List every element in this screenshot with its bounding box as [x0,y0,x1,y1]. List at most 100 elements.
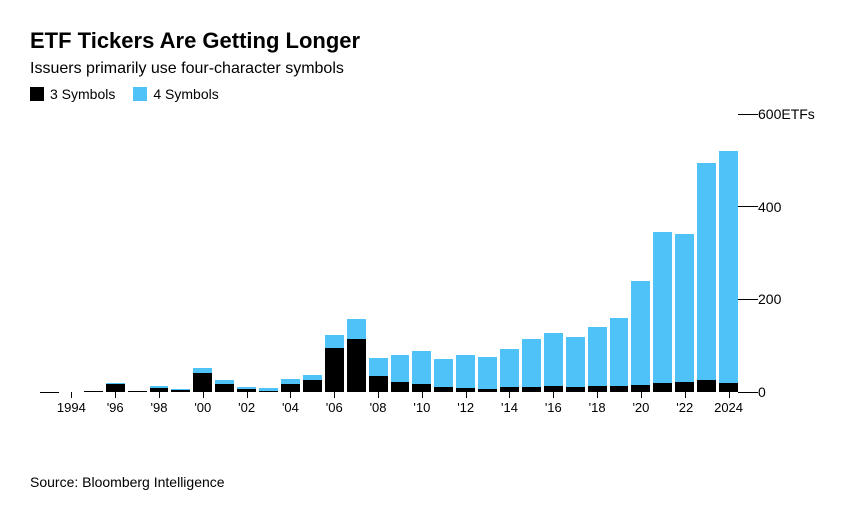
y-tick-mark [738,392,758,393]
x-tick-mark [422,392,423,398]
bar-segment-4-symbols [369,358,388,376]
bar-column [566,114,585,392]
y-tick: 400 [738,199,818,215]
bar-column [522,114,541,392]
x-tick-mark [290,392,291,398]
bar-segment-4-symbols [456,355,475,388]
bar-column [478,114,497,392]
x-tick-label: '12 [457,400,474,415]
bar-column [325,114,344,392]
x-tick-label: '00 [194,400,211,415]
bar-column [237,114,256,392]
y-tick-mark [738,206,758,207]
legend-item-3-symbols: 3 Symbols [30,86,115,102]
x-cell: '98 [150,392,169,424]
x-tick-mark [115,392,116,398]
x-tick-label: '20 [632,400,649,415]
bar-column [369,114,388,392]
bar-column [259,114,278,392]
x-cell: '02 [237,392,256,424]
x-cell: '06 [325,392,344,424]
x-tick-label: 1994 [57,400,86,415]
bar-segment-4-symbols [675,234,694,382]
x-tick-label: '22 [676,400,693,415]
x-tick-label: '16 [545,400,562,415]
y-tick-label: 400 [758,199,781,215]
x-tick-mark [553,392,554,398]
x-cell: '12 [456,392,475,424]
x-tick-label: '04 [282,400,299,415]
bar-segment-4-symbols [325,335,344,348]
x-tick-mark [334,392,335,398]
x-tick-mark [159,392,160,398]
y-tick-mark [738,299,758,300]
x-tick-label: '10 [413,400,430,415]
x-cell: 1994 [62,392,81,424]
x-cell: '22 [675,392,694,424]
legend-swatch-4 [133,87,147,101]
y-tick-label: 200 [758,291,781,307]
bar-column [193,114,212,392]
bar-segment-3-symbols [697,380,716,392]
x-tick-mark [641,392,642,398]
x-tick-mark [71,392,72,398]
x-cell [391,392,410,424]
x-cell: '00 [193,392,212,424]
x-cell [347,392,366,424]
bar-column [281,114,300,392]
x-cell [84,392,103,424]
x-cell [478,392,497,424]
bar-segment-3-symbols [303,380,322,392]
bar-column [347,114,366,392]
bar-segment-4-symbols [653,232,672,383]
source-attribution: Source: Bloomberg Intelligence [30,474,225,490]
bar-segment-3-symbols [347,339,366,392]
bar-segment-3-symbols [369,376,388,392]
legend-label-4: 4 Symbols [153,86,218,102]
bar-column [62,114,81,392]
bar-column [128,114,147,392]
bar-column [434,114,453,392]
x-tick-mark [597,392,598,398]
x-cell [128,392,147,424]
x-cell: '16 [544,392,563,424]
y-tick: 200 [738,291,818,307]
bar-segment-3-symbols [193,373,212,392]
bar-column [171,114,190,392]
bar-column [412,114,431,392]
bar-segment-3-symbols [631,385,650,392]
x-cell [522,392,541,424]
bar-column [150,114,169,392]
x-tick-label: '08 [370,400,387,415]
x-cell: '04 [281,392,300,424]
bar-column [215,114,234,392]
x-tick-mark [247,392,248,398]
bar-column [303,114,322,392]
x-tick-mark [509,392,510,398]
x-cell: '20 [631,392,650,424]
chart-subtitle: Issuers primarily use four-character sym… [30,60,818,78]
bar-column [653,114,672,392]
bar-segment-4-symbols [544,333,563,386]
y-tick-mark [738,114,758,115]
x-tick-label: '02 [238,400,255,415]
y-tick-label: 0 [758,384,766,400]
bar-column [456,114,475,392]
x-tick-mark [378,392,379,398]
bar-segment-4-symbols [412,351,431,383]
y-tick-label: 600ETFs [758,106,815,122]
bar-segment-4-symbols [500,349,519,387]
x-cell [215,392,234,424]
x-axis: 1994'96'98'00'02'04'06'08'10'12'14'16'18… [30,392,738,424]
x-tick-label: '98 [151,400,168,415]
x-cell: '18 [588,392,607,424]
x-tick-label: '06 [326,400,343,415]
bar-column [544,114,563,392]
bar-segment-3-symbols [412,384,431,392]
x-tick-mark [203,392,204,398]
legend-swatch-3 [30,87,44,101]
x-cell: '08 [369,392,388,424]
legend-item-4-symbols: 4 Symbols [133,86,218,102]
y-tick: 600ETFs [738,106,818,122]
bar-segment-3-symbols [675,382,694,392]
